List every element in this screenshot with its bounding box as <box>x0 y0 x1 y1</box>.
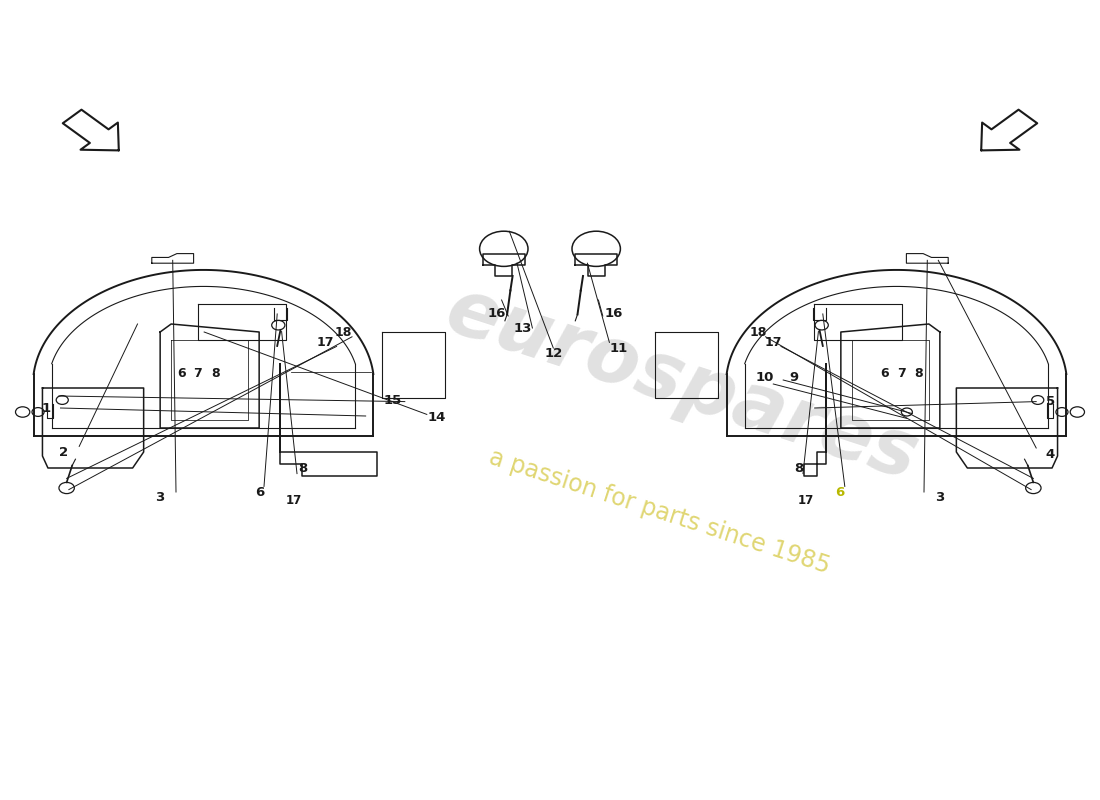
Text: 8: 8 <box>211 367 220 380</box>
Text: 9: 9 <box>790 371 799 384</box>
Text: 3: 3 <box>935 491 944 504</box>
Text: 8: 8 <box>298 462 307 474</box>
Text: 12: 12 <box>544 347 562 360</box>
Text: 10: 10 <box>756 371 773 384</box>
Text: 18: 18 <box>749 326 767 339</box>
Text: 16: 16 <box>488 307 506 320</box>
Text: 15: 15 <box>384 394 402 406</box>
Text: 7: 7 <box>194 367 202 380</box>
Text: 6: 6 <box>255 486 264 499</box>
Text: 6: 6 <box>177 367 186 380</box>
Text: 8: 8 <box>914 367 923 380</box>
Text: 6: 6 <box>835 486 844 499</box>
Text: 5: 5 <box>1046 395 1055 408</box>
Text: a passion for parts since 1985: a passion for parts since 1985 <box>486 446 834 578</box>
Text: 16: 16 <box>605 307 623 320</box>
Text: 17: 17 <box>799 494 814 506</box>
Text: 17: 17 <box>286 494 301 506</box>
Text: 3: 3 <box>155 491 164 504</box>
Text: 4: 4 <box>1046 448 1055 461</box>
Text: 1: 1 <box>42 402 51 414</box>
Text: 2: 2 <box>59 446 68 458</box>
Text: 11: 11 <box>609 342 627 354</box>
Text: 8: 8 <box>794 462 803 474</box>
Text: 18: 18 <box>334 326 352 339</box>
Text: 17: 17 <box>764 336 782 349</box>
Text: 17: 17 <box>317 336 334 349</box>
Text: eurospares: eurospares <box>437 272 927 496</box>
Text: 13: 13 <box>514 322 531 334</box>
Text: 14: 14 <box>428 411 446 424</box>
Text: 6: 6 <box>880 367 889 380</box>
Text: 7: 7 <box>898 367 906 380</box>
